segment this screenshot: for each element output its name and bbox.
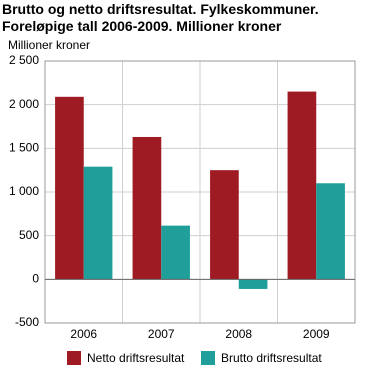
y-tick-label: 1 500 [9,141,39,155]
x-tick-label: 2006 [70,327,97,341]
legend-label: Netto driftsresultat [87,351,185,365]
plot-border [44,60,356,324]
legend-swatch [201,351,215,365]
y-tick-label: -500 [15,315,39,329]
x-tick-label: 2007 [148,327,175,341]
y-tick-label: 2 000 [9,97,39,111]
x-tick-label: 2009 [303,327,330,341]
y-tick-label: 500 [19,228,39,242]
bar [55,96,84,280]
chart-title: Brutto og netto driftsresultat. Fylkesko… [2,1,319,34]
legend-swatch [67,351,81,365]
x-tick-label: 2008 [225,327,252,341]
y-tick-label: 1 000 [9,184,39,198]
bar [316,183,345,280]
bar [238,279,268,289]
y-tick-label: 2 500 [9,53,39,67]
legend-label: Brutto driftsresultat [221,351,322,365]
y-axis-label: Millioner kroner [8,38,90,52]
bar [83,166,113,280]
bar [161,225,190,280]
bar [287,91,317,280]
bar [132,136,162,280]
bar [210,170,239,280]
y-tick-label: 0 [32,272,39,286]
